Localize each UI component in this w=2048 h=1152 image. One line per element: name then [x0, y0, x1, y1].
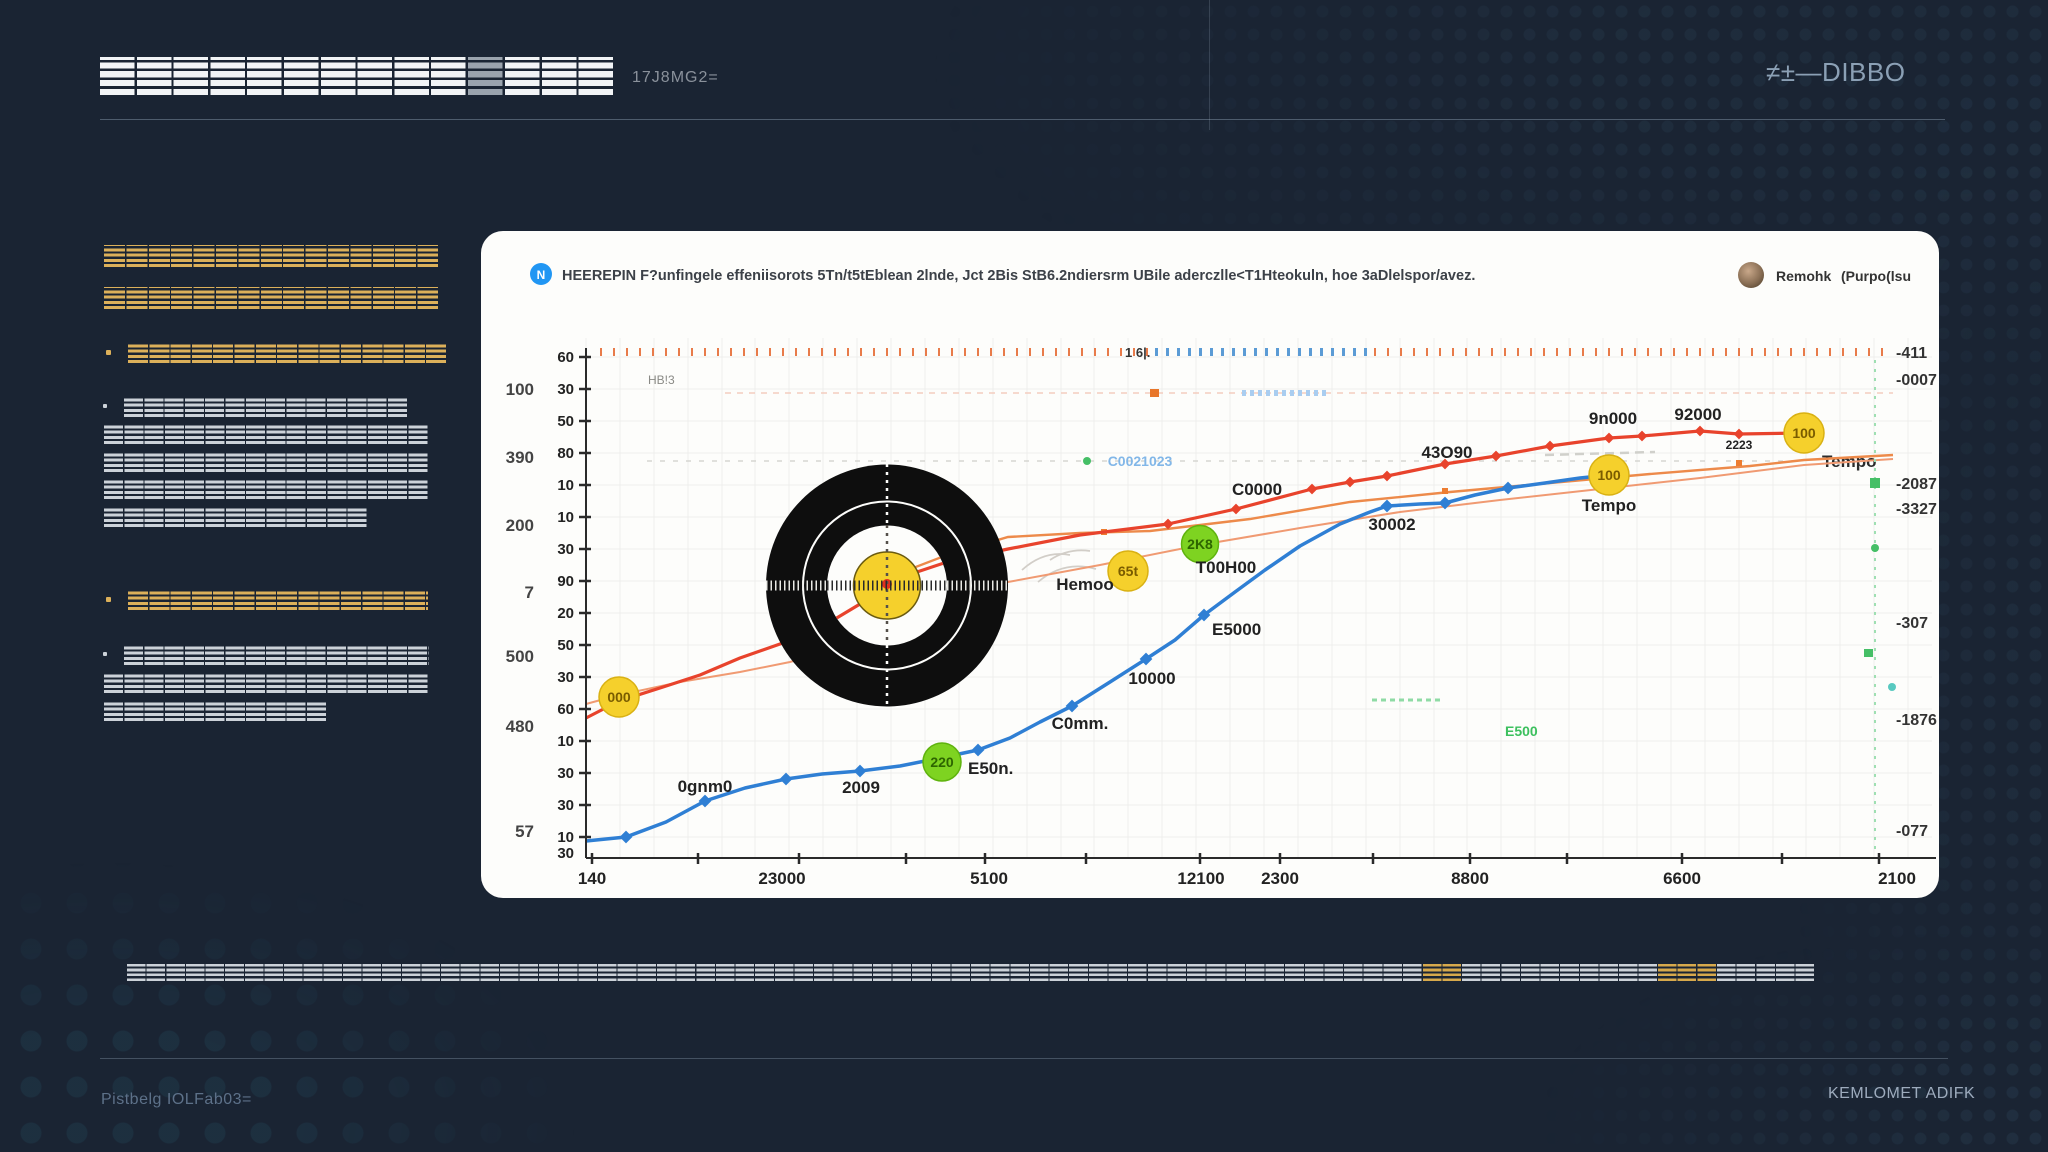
svg-text:500: 500 — [506, 647, 534, 666]
svg-text:80: 80 — [557, 445, 574, 462]
svg-text:-411: -411 — [1896, 345, 1927, 362]
svg-text:-3327: -3327 — [1896, 501, 1937, 518]
svg-text:10: 10 — [557, 509, 574, 526]
svg-text:10: 10 — [557, 829, 574, 846]
svg-text:30: 30 — [557, 669, 574, 686]
svg-text:30: 30 — [557, 765, 574, 782]
svg-text:200: 200 — [506, 516, 534, 535]
svg-text:-0007: -0007 — [1896, 372, 1937, 389]
svg-text:140: 140 — [578, 869, 606, 888]
svg-text:C0021023: C0021023 — [1108, 453, 1173, 469]
svg-text:2300: 2300 — [1261, 869, 1299, 888]
svg-text:12100: 12100 — [1177, 869, 1224, 888]
svg-text:10000: 10000 — [1128, 669, 1175, 688]
svg-text:000: 000 — [607, 689, 631, 705]
svg-text:92000: 92000 — [1674, 405, 1721, 424]
svg-text:T00H00: T00H00 — [1196, 558, 1256, 577]
svg-text:220: 220 — [930, 754, 954, 770]
svg-text:20: 20 — [557, 605, 574, 622]
svg-text:10: 10 — [557, 733, 574, 750]
svg-text:0gnm0: 0gnm0 — [678, 777, 733, 796]
svg-text:480: 480 — [506, 717, 534, 736]
svg-text:2K8: 2K8 — [1187, 536, 1213, 552]
svg-text:57: 57 — [515, 822, 534, 841]
svg-text:N: N — [537, 268, 546, 282]
svg-text:C0000: C0000 — [1232, 480, 1282, 499]
svg-text:9n000: 9n000 — [1589, 409, 1637, 428]
svg-text:6600: 6600 — [1663, 869, 1701, 888]
svg-text:Remohk: Remohk — [1776, 268, 1831, 284]
svg-text:30: 30 — [557, 381, 574, 398]
svg-text:60: 60 — [557, 701, 574, 718]
svg-text:-2087: -2087 — [1896, 476, 1937, 493]
svg-text:100: 100 — [1597, 467, 1621, 483]
svg-text:E500: E500 — [1505, 723, 1538, 739]
svg-text:23000: 23000 — [758, 869, 805, 888]
svg-text:60: 60 — [557, 349, 574, 366]
svg-text:100: 100 — [1792, 425, 1816, 441]
svg-text:-307: -307 — [1896, 615, 1928, 632]
svg-text:50: 50 — [557, 413, 574, 430]
svg-text:390: 390 — [506, 448, 534, 467]
svg-text:2009: 2009 — [842, 778, 880, 797]
svg-text:-1876: -1876 — [1896, 712, 1937, 729]
svg-text:30002: 30002 — [1368, 515, 1415, 534]
svg-text:100: 100 — [506, 380, 534, 399]
svg-text:43O90: 43O90 — [1421, 443, 1472, 462]
svg-text:Hemoo: Hemoo — [1056, 575, 1114, 594]
svg-text:HEEREPIN F?unfingele effeniiso: HEEREPIN F?unfingele effeniisorots 5Tn/t… — [562, 268, 1475, 284]
svg-text:2223: 2223 — [1726, 438, 1753, 452]
svg-text:2100: 2100 — [1878, 869, 1916, 888]
svg-text:50: 50 — [557, 637, 574, 654]
svg-text:7: 7 — [525, 583, 534, 602]
svg-text:30: 30 — [557, 541, 574, 558]
svg-text:HB!3: HB!3 — [648, 373, 675, 387]
svg-text:Tempo: Tempo — [1582, 496, 1636, 515]
svg-text:E5000: E5000 — [1212, 620, 1261, 639]
svg-text:5100: 5100 — [970, 869, 1008, 888]
svg-text:(Purpo(lsu: (Purpo(lsu — [1841, 268, 1911, 284]
svg-text:8800: 8800 — [1451, 869, 1489, 888]
svg-text:10: 10 — [557, 477, 574, 494]
svg-text:30: 30 — [557, 845, 574, 862]
svg-text:C0mm.: C0mm. — [1052, 714, 1109, 733]
svg-text:E50n.: E50n. — [968, 759, 1013, 778]
svg-text:65t: 65t — [1118, 563, 1139, 579]
svg-text:90: 90 — [557, 573, 574, 590]
svg-text:30: 30 — [557, 797, 574, 814]
svg-text:1 6|.: 1 6|. — [1125, 345, 1150, 360]
svg-text:-077: -077 — [1896, 823, 1928, 840]
